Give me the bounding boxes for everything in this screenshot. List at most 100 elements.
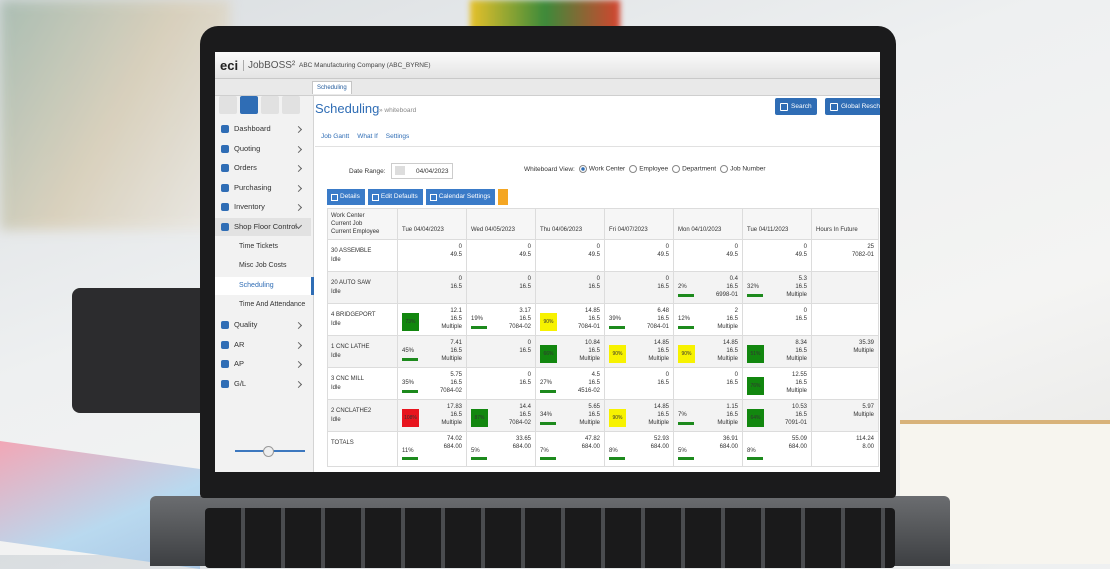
sub-nav-link[interactable]: Settings bbox=[385, 133, 410, 140]
row: 4 BRIDGEPORT Idle 73% 12.1 16.5 Multiple 19% 3.… bbox=[327, 303, 879, 336]
load-bar bbox=[540, 422, 556, 425]
cell-box: 64% 10.53 16.5 7091-01 bbox=[743, 400, 811, 431]
view-option[interactable]: Work Center bbox=[578, 165, 625, 173]
nav-item[interactable]: Time Tickets bbox=[215, 238, 311, 256]
cell-hours: 0 bbox=[803, 244, 807, 250]
global-reschedule-button[interactable]: Global Resch bbox=[825, 98, 880, 115]
load-percent: 2% bbox=[678, 284, 687, 290]
nav-item[interactable]: Purchasing bbox=[215, 179, 311, 197]
tab[interactable]: Scheduling bbox=[312, 81, 352, 94]
chevron bbox=[294, 361, 303, 369]
cell-values: 0 16.5 bbox=[795, 307, 807, 323]
cell: 64% 10.53 16.5 7091-01 bbox=[742, 399, 812, 432]
cell-capacity: 16.5 bbox=[795, 284, 807, 290]
icon[interactable] bbox=[219, 96, 237, 114]
cell-values: 17.83 16.5 Multiple bbox=[441, 403, 462, 427]
radio[interactable] bbox=[578, 165, 587, 173]
load-bar bbox=[609, 326, 625, 329]
radio[interactable] bbox=[629, 165, 638, 173]
cell-hours: 8.34 bbox=[795, 340, 807, 346]
toolbar-button[interactable]: Edit Defaults bbox=[367, 189, 423, 205]
status: Idle bbox=[331, 353, 341, 359]
cell-capacity: 16.5 bbox=[450, 348, 462, 354]
nav-item[interactable]: AP bbox=[215, 355, 311, 373]
sidebar-slider[interactable] bbox=[235, 446, 305, 457]
cell: 35.39 Multiple bbox=[811, 335, 879, 368]
header-cell: Hours In Future bbox=[811, 208, 879, 240]
sub-nav-link[interactable]: Job Gantt bbox=[321, 133, 350, 140]
status: Idle bbox=[331, 417, 341, 423]
action-button[interactable] bbox=[498, 189, 509, 205]
cell-box: 0 49.5 bbox=[398, 240, 466, 271]
nav-item[interactable]: Inventory bbox=[215, 198, 311, 216]
view-option[interactable]: Employee bbox=[629, 165, 668, 173]
cell: 0 49.5 bbox=[742, 239, 812, 272]
cell: 0 16.5 bbox=[742, 303, 812, 336]
cell-box: 2% 0.4 16.5 6998-01 bbox=[674, 272, 742, 303]
load-bar bbox=[471, 326, 487, 329]
icon[interactable] bbox=[282, 96, 300, 114]
cell-box: 5.97 Multiple bbox=[812, 400, 878, 431]
nav-item[interactable]: Time And Attendance bbox=[215, 296, 311, 314]
toolbar-button[interactable]: Calendar Settings bbox=[425, 189, 496, 205]
nav-item[interactable]: Dashboard bbox=[215, 120, 311, 138]
cell: 2 CNCLATHE2 Idle bbox=[327, 399, 398, 432]
nav-item[interactable]: Scheduling bbox=[215, 276, 314, 295]
cell-box: 66% 10.84 16.5 Multiple bbox=[536, 336, 604, 367]
view-label: Whiteboard View: bbox=[524, 165, 575, 173]
cell-capacity: 684.00 bbox=[581, 444, 600, 450]
date-label: Date Range: bbox=[349, 168, 386, 175]
nav-item[interactable]: Misc Job Costs bbox=[215, 257, 311, 275]
search-button[interactable]: Search bbox=[775, 98, 817, 115]
product-name: JobBOSS² bbox=[243, 60, 295, 71]
cell: 0 16.5 bbox=[397, 271, 467, 304]
radio[interactable] bbox=[672, 165, 681, 173]
load-bar bbox=[678, 294, 694, 297]
keyboard bbox=[205, 508, 895, 568]
column-title: Hours In Future bbox=[816, 227, 858, 233]
icon[interactable] bbox=[240, 96, 258, 114]
cell: 25 7082-01 bbox=[811, 239, 879, 272]
header-cell: Fri 04/07/2023 bbox=[604, 208, 674, 240]
view-option[interactable]: Department bbox=[672, 165, 716, 173]
sub-nav-link[interactable]: What If bbox=[357, 133, 378, 140]
cell-values: 25 7082-01 bbox=[852, 243, 874, 259]
toolbar-button[interactable]: Details bbox=[327, 189, 365, 205]
nav-label: Dashboard bbox=[234, 124, 271, 133]
icon[interactable] bbox=[261, 96, 279, 114]
cell-values: 33.65 684.00 bbox=[513, 435, 531, 451]
cell-values: 0 16.5 bbox=[588, 275, 600, 291]
load-percent: 19% bbox=[471, 316, 484, 322]
view-option[interactable]: Job Number bbox=[720, 165, 765, 173]
nav-item[interactable]: AR bbox=[215, 336, 311, 354]
nav-item[interactable]: Orders bbox=[215, 159, 311, 177]
cell: TOTALS bbox=[327, 431, 398, 467]
nav-label: Shop Floor Control bbox=[234, 222, 297, 231]
cell-box: 0 49.5 bbox=[743, 240, 811, 271]
nav-item[interactable]: G/L bbox=[215, 375, 311, 393]
cell-box: 4 BRIDGEPORT Idle bbox=[328, 304, 397, 335]
cell: 12% 2 16.5 Multiple bbox=[673, 303, 743, 336]
cell-box bbox=[812, 272, 878, 303]
cell-job: 7084-01 bbox=[646, 324, 669, 330]
nav-item[interactable]: Quoting bbox=[215, 140, 311, 158]
load-bar bbox=[678, 326, 694, 329]
date-input[interactable]: 04/04/2023 bbox=[391, 163, 453, 179]
status: Idle bbox=[331, 257, 341, 263]
cell-values: 12.55 16.5 Multiple bbox=[786, 371, 807, 395]
cell-values: 14.85 16.5 Multiple bbox=[717, 339, 738, 363]
nav-item[interactable]: Shop Floor Control bbox=[215, 218, 311, 236]
cell-box: 8% 52.93 684.00 bbox=[605, 432, 673, 466]
cell: 5% 33.65 684.00 bbox=[466, 431, 536, 467]
sidebar: Dashboard Quoting Orders Purchasing Inventor… bbox=[215, 96, 314, 472]
cell-job: Multiple bbox=[579, 420, 600, 426]
cell-box: 12% 2 16.5 Multiple bbox=[674, 304, 742, 335]
cell: 0 49.5 bbox=[604, 239, 674, 272]
header-text: Work Center bbox=[331, 213, 365, 219]
cell-values: 0 49.5 bbox=[588, 243, 600, 259]
cell: 0 16.5 bbox=[466, 367, 536, 400]
radio[interactable] bbox=[720, 165, 729, 173]
cell-capacity: 49.5 bbox=[519, 252, 531, 258]
nav-item[interactable]: Quality bbox=[215, 316, 311, 334]
